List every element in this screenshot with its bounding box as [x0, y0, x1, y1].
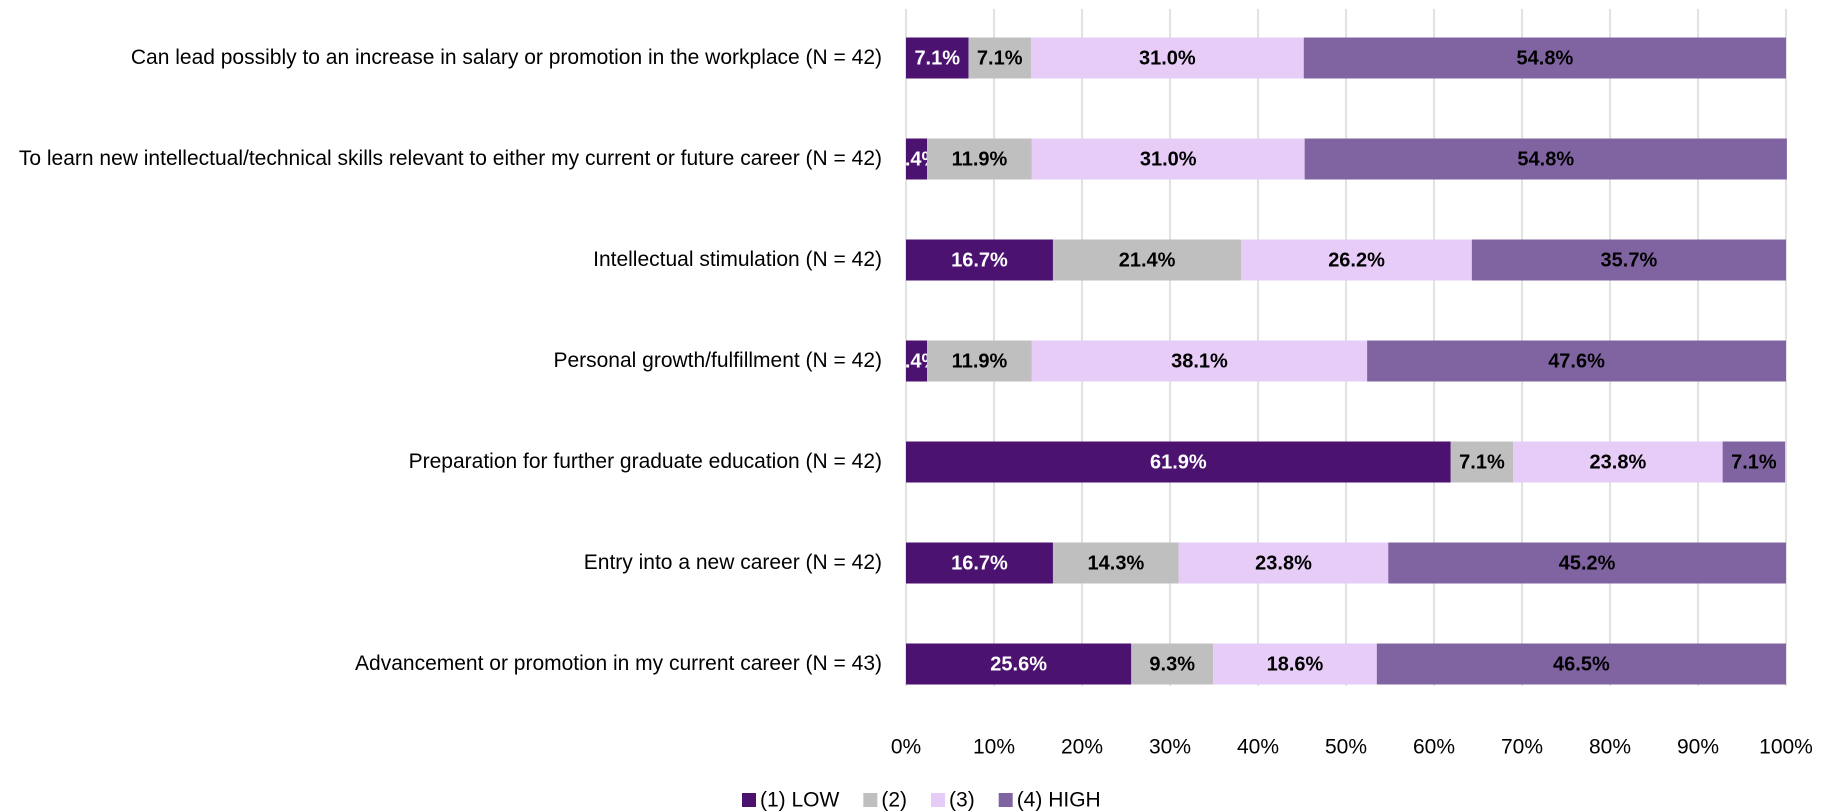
legend-swatch [742, 793, 756, 807]
x-tick-label: 70% [1501, 736, 1543, 759]
category-text: To learn new intellectual/technical skil… [18, 147, 882, 170]
value-label: 16.7% [951, 552, 1008, 574]
value-label: 14.3% [1088, 552, 1145, 574]
value-label: 31.0% [1140, 148, 1197, 170]
bar-segment [1031, 138, 1305, 180]
x-tick-label: 0% [891, 736, 921, 759]
legend-label: (2) [881, 789, 907, 812]
x-tick-label: 30% [1149, 736, 1191, 759]
bar-segment [1304, 138, 1787, 180]
value-label: 31.0% [1139, 47, 1196, 69]
category-text: Advancement or promotion in my current c… [355, 652, 882, 675]
value-label: 61.9% [1150, 451, 1207, 473]
category-label: Personal growth/fulfillment (N = 42) [0, 347, 882, 375]
bar-segment [1241, 239, 1472, 281]
value-label: 35.7% [1601, 249, 1658, 271]
legend-swatch [998, 793, 1013, 807]
bar-segment [927, 340, 1032, 382]
x-tick-label: 40% [1237, 736, 1279, 759]
bar-segment [906, 239, 1053, 281]
category-label: Entry into a new career (N = 42) [0, 549, 882, 577]
bar-segment [968, 37, 1031, 79]
category-text: Can lead possibly to an increase in sala… [130, 46, 882, 69]
bar-segment [906, 542, 1053, 584]
value-label: 47.6% [1548, 350, 1605, 372]
value-label: 38.1% [1171, 350, 1228, 372]
category-text: Entry into a new career (N = 42) [583, 551, 882, 574]
bar-segment [1052, 239, 1242, 281]
value-label: 23.8% [1590, 451, 1647, 473]
category-text: Preparation for further graduate educati… [408, 450, 882, 473]
category-label: Intellectual stimulation (N = 42) [0, 246, 882, 274]
bar-segment [1722, 441, 1786, 483]
value-label: 21.4% [1119, 249, 1176, 271]
value-label: 54.8% [1517, 148, 1574, 170]
x-tick-label: 20% [1061, 736, 1103, 759]
x-tick-label: 60% [1413, 736, 1455, 759]
bar-segment [1131, 643, 1214, 685]
value-label: 46.5% [1553, 653, 1610, 675]
x-tick-label: 100% [1759, 736, 1813, 759]
category-text: Personal growth/fulfillment (N = 42) [553, 349, 882, 372]
bar-segment [906, 138, 928, 180]
bar-segment [927, 138, 1032, 180]
bar-segment [1052, 542, 1179, 584]
bar-segment [1030, 37, 1304, 79]
legend: (1) LOW (2) (3) (4) HIGH [742, 789, 1101, 812]
bar-segment [1513, 441, 1723, 483]
category-label: Advancement or promotion in my current c… [0, 650, 882, 678]
legend-label: (1) LOW [760, 789, 840, 812]
value-label: 18.6% [1267, 653, 1324, 675]
value-label: 7.1% [977, 47, 1023, 69]
bar-segment [1388, 542, 1786, 584]
value-label: 11.9% [952, 350, 1008, 372]
value-label: 7.1% [914, 47, 960, 69]
x-tick-label: 80% [1589, 736, 1631, 759]
bar-segment [1213, 643, 1377, 685]
bar-segment [1471, 239, 1786, 281]
bar-segment [906, 37, 969, 79]
bar-segment [906, 441, 1451, 483]
value-label: 45.2% [1559, 552, 1616, 574]
x-tick-label: 90% [1677, 736, 1719, 759]
value-label: 16.7% [951, 249, 1008, 271]
value-label: 54.8% [1517, 47, 1574, 69]
bar-segment [1376, 643, 1786, 685]
bar-segment [1178, 542, 1389, 584]
legend-swatch [931, 793, 946, 807]
legend-label: (4) HIGH [1017, 789, 1101, 812]
bar-segment [1031, 340, 1368, 382]
value-label: 23.8% [1255, 552, 1312, 574]
value-label: 26.2% [1328, 249, 1385, 271]
bar-segment [1450, 441, 1514, 483]
value-label: 9.3% [1149, 653, 1195, 675]
category-text: Intellectual stimulation (N = 42) [593, 248, 882, 271]
legend-label: (3) [949, 789, 975, 812]
x-tick-label: 50% [1325, 736, 1367, 759]
value-label: 7.1% [1459, 451, 1505, 473]
legend-swatch [863, 793, 878, 807]
x-tick-label: 10% [973, 736, 1015, 759]
bar-segment [1303, 37, 1786, 79]
category-label: Preparation for further graduate educati… [0, 448, 882, 476]
value-label: 25.6% [990, 653, 1047, 675]
bar-segment [1367, 340, 1786, 382]
value-label: 7.1% [1731, 451, 1777, 473]
category-label: To learn new intellectual/technical skil… [0, 145, 882, 173]
value-label: 11.9% [952, 148, 1008, 170]
category-label: Can lead possibly to an increase in sala… [0, 44, 882, 72]
bar-segment [906, 340, 928, 382]
bar-segment [906, 643, 1132, 685]
